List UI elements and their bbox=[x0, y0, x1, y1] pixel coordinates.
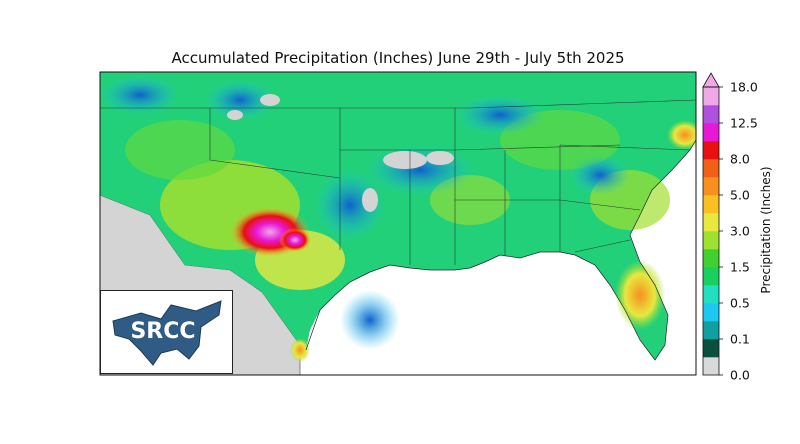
colorbar-segment bbox=[703, 339, 719, 358]
colorbar-segment bbox=[703, 357, 719, 376]
colorbar-segment bbox=[703, 177, 719, 196]
colorbar-tick-label: 8.0 bbox=[730, 151, 750, 167]
colorbar-tick-label: 0.5 bbox=[730, 295, 750, 311]
colorbar-tick-label: 0.0 bbox=[730, 367, 750, 383]
colorbar-extension bbox=[702, 72, 720, 88]
colorbar-segment bbox=[703, 213, 719, 232]
colorbar-segment bbox=[703, 267, 719, 286]
colorbar-segment bbox=[703, 303, 719, 322]
colorbar-segment bbox=[703, 159, 719, 178]
colorbar-segment bbox=[703, 87, 719, 106]
colorbar-tick-label: 1.5 bbox=[730, 259, 750, 275]
map-content bbox=[100, 72, 696, 375]
colorbar-tick-label: 3.0 bbox=[730, 223, 750, 239]
colorbar-segment bbox=[703, 285, 719, 304]
colorbar-segment bbox=[703, 195, 719, 214]
colorbar-segment bbox=[703, 231, 719, 250]
colorbar-segment bbox=[703, 321, 719, 340]
colorbar-tick-label: 0.1 bbox=[730, 331, 750, 347]
map-title: Accumulated Precipitation (Inches) June … bbox=[171, 49, 625, 67]
colorbar-label: Precipitation (Inches) bbox=[759, 166, 773, 294]
colorbar bbox=[702, 72, 723, 376]
srcc-logo-graphic: SRCC bbox=[112, 300, 222, 366]
colorbar-segment bbox=[703, 123, 719, 142]
colorbar-segment bbox=[703, 105, 719, 124]
colorbar-tick-label: 12.5 bbox=[730, 115, 758, 131]
colorbar-tick-label: 18.0 bbox=[730, 79, 758, 95]
colorbar-segment bbox=[703, 141, 719, 160]
logo-text: SRCC bbox=[130, 319, 195, 344]
colorbar-tick-label: 5.0 bbox=[730, 187, 750, 203]
colorbar-segment bbox=[703, 249, 719, 268]
srcc-logo: SRCC bbox=[100, 290, 233, 374]
